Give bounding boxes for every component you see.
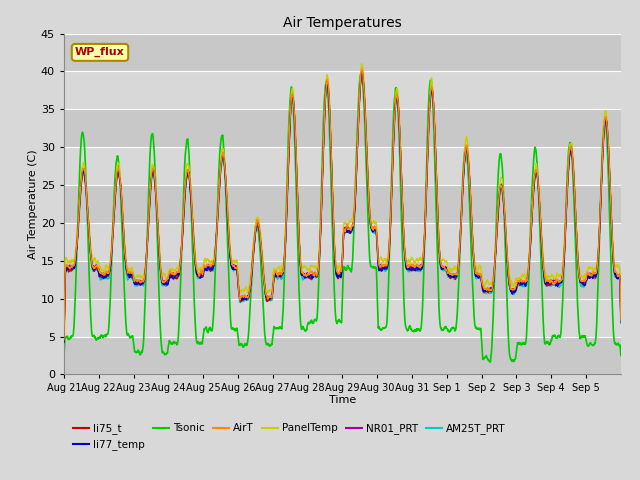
- Bar: [64, 185, 621, 223]
- X-axis label: Time: Time: [329, 395, 356, 405]
- Y-axis label: Air Temperature (C): Air Temperature (C): [28, 149, 38, 259]
- Legend: li75_t, li77_temp, Tsonic, AirT, PanelTemp, NR01_PRT, AM25T_PRT: li75_t, li77_temp, Tsonic, AirT, PanelTe…: [69, 419, 509, 455]
- Bar: [64, 147, 621, 185]
- Title: Air Temperatures: Air Temperatures: [283, 16, 402, 30]
- Bar: [64, 109, 621, 147]
- Bar: [64, 223, 621, 261]
- Bar: [64, 72, 621, 109]
- Bar: [64, 34, 621, 72]
- Bar: [64, 261, 621, 299]
- Bar: [64, 299, 621, 336]
- Text: WP_flux: WP_flux: [75, 47, 125, 58]
- Bar: [64, 336, 621, 374]
